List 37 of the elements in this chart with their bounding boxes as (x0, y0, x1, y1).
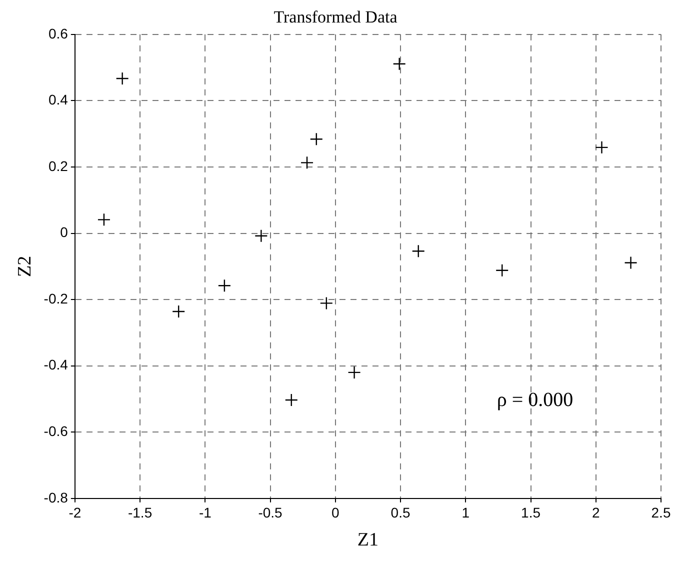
point (412, 244, 425, 258)
x-tick-label: 0.5 (390, 504, 410, 521)
point (97, 213, 111, 226)
x-tick-label: 2 (592, 504, 600, 521)
x-tick-label: 1 (462, 504, 470, 521)
y-tick-label: 0 (60, 224, 68, 240)
x-axis-title: Z1 (357, 530, 379, 551)
point (624, 256, 638, 270)
y-tick-label: 0.4 (48, 92, 68, 108)
y-tick-label: -0.2 (44, 290, 68, 306)
y-tick-label: -0.4 (44, 356, 68, 373)
x-tick-label: -1 (198, 504, 212, 521)
point (392, 57, 406, 70)
y-tick-label: -0.6 (44, 422, 68, 439)
chart-title: Transformed Data (274, 8, 398, 27)
y-tick-label: -0.8 (44, 489, 68, 506)
point (348, 366, 361, 380)
point (284, 393, 298, 407)
annotation: ρ = 0.000 (496, 389, 574, 412)
x-tick-label: -1.5 (128, 504, 152, 521)
y-axis-title: Z2 (14, 256, 36, 277)
y-tick-label: 0.2 (48, 158, 68, 174)
point (320, 296, 334, 310)
x-tick-label: -0.5 (258, 504, 283, 521)
point (116, 72, 129, 86)
y-tick-label: 0.6 (48, 25, 68, 42)
point (172, 304, 186, 318)
point (595, 140, 608, 154)
x-tick-label: -2 (68, 504, 82, 521)
point (310, 132, 323, 146)
point (300, 156, 314, 170)
x-tick-label: 0 (332, 504, 340, 521)
x-tick-label: 1.5 (521, 504, 541, 521)
point (496, 264, 509, 277)
point (254, 229, 268, 243)
x-tick-label: 2.5 (651, 504, 671, 521)
point (218, 279, 232, 292)
